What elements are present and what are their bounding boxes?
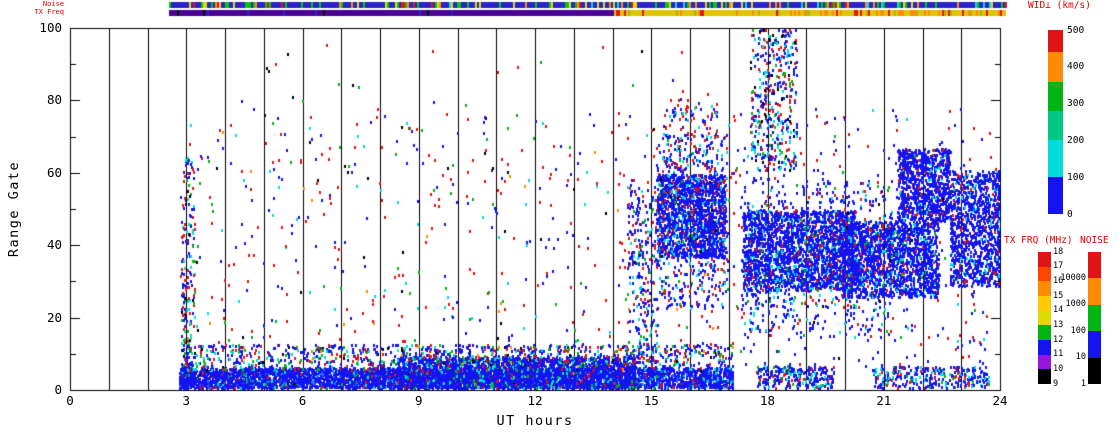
noise-colorbar-title: NOISE: [1080, 235, 1109, 246]
colorbar-segment: [1038, 266, 1051, 282]
noise-colorbar-tick-label: 10000: [1060, 272, 1086, 283]
wid-colorbar-tick-label: 200: [1067, 134, 1085, 146]
colorbar-segment: [1038, 281, 1051, 296]
y-tick-label: 60: [46, 164, 62, 180]
y-tick-label: 20: [46, 309, 62, 325]
colorbar-segment: [1048, 30, 1063, 53]
y-axis-title: Range Gate: [6, 160, 22, 258]
wid-colorbar-tick-label: 300: [1067, 98, 1085, 110]
x-tick-label: 0: [66, 393, 74, 408]
txfrq-colorbar-tick-label: 16: [1053, 275, 1064, 286]
x-tick-label: 21: [876, 393, 892, 408]
wid-colorbar-tick-label: 400: [1067, 61, 1085, 73]
colorbar-segment: [1038, 252, 1051, 267]
txfreq-strip-label: TX Freq: [34, 8, 64, 16]
txfrq-colorbar-title: TX FRQ (MHz): [1004, 235, 1073, 246]
x-tick-label: 18: [759, 393, 776, 408]
colorbar-segment: [1038, 296, 1051, 311]
noise-colorbar-tick-label: 100: [1070, 325, 1086, 336]
txfrq-colorbar-tick-label: 10: [1053, 363, 1064, 374]
colorbar-segment: [1088, 331, 1101, 358]
txfrq-colorbar-tick-label: 12: [1053, 334, 1064, 345]
colorbar-segment: [1048, 110, 1063, 141]
txfrq-colorbar-tick-label: 11: [1053, 349, 1064, 360]
colorbar-segment: [1088, 357, 1101, 384]
colorbar-segment: [1088, 304, 1101, 332]
x-tick-label: 12: [527, 393, 543, 408]
txfrq-colorbar-tick-label: 13: [1053, 319, 1064, 330]
txfrq-colorbar-tick-label: 18: [1053, 246, 1064, 257]
wid-colorbar-title: WID⊥ (km/s): [1028, 0, 1091, 11]
x-tick-label: 24: [992, 393, 1008, 408]
noise-colorbar-tick-label: 10: [1075, 352, 1086, 363]
x-tick-label: 15: [643, 393, 659, 408]
y-tick-label: 80: [46, 92, 62, 108]
colorbar-segment: [1038, 354, 1051, 370]
txfrq-colorbar-tick-label: 9: [1053, 378, 1059, 389]
noise-colorbar-tick-label: 1: [1080, 378, 1086, 389]
x-tick-label: 9: [414, 393, 423, 408]
wid-colorbar-tick-label: 500: [1067, 24, 1085, 36]
x-tick-label: 6: [298, 393, 307, 408]
y-tick-label: 100: [39, 20, 62, 35]
colorbar-segment: [1038, 310, 1051, 326]
colorbar-segment: [1088, 278, 1101, 305]
x-tick-label: 3: [182, 393, 191, 408]
colorbar-segment: [1048, 81, 1063, 111]
txfrq-colorbar-tick-label: 14: [1053, 305, 1064, 316]
x-axis-title: UT hours: [496, 413, 574, 429]
wid-colorbar-tick-label: 0: [1067, 208, 1073, 220]
wid-colorbar-tick-label: 100: [1067, 171, 1085, 183]
y-tick-label: 0: [54, 382, 62, 397]
txfrq-colorbar-tick-label: 17: [1053, 261, 1064, 272]
colorbar-segment: [1048, 177, 1063, 214]
colorbar-segment: [1038, 325, 1051, 340]
noise-colorbar-tick-label: 1000: [1065, 299, 1086, 310]
colorbar-segment: [1048, 52, 1063, 82]
colorbar-segment: [1048, 140, 1063, 178]
colorbar-segment: [1038, 369, 1051, 384]
colorbar-segment: [1088, 252, 1101, 279]
noise-strip-label: Noise: [42, 0, 64, 8]
y-tick-label: 40: [46, 237, 62, 253]
txfrq-colorbar-tick-label: 15: [1053, 290, 1064, 301]
colorbar-segment: [1038, 340, 1051, 355]
